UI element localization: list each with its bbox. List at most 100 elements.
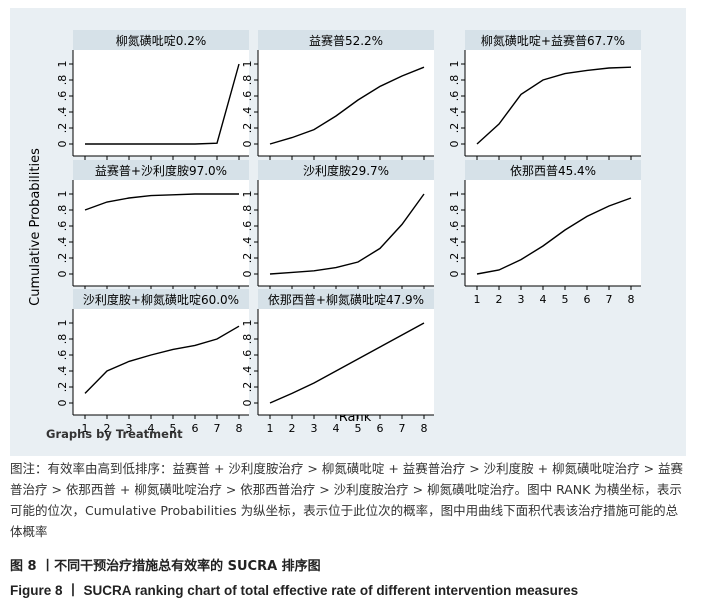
subplot-8: 依那西普+柳氮磺吡啶47.9% 0 .2 .4 .6 .8 1 1 2 3 4 5 6 7 8 [241, 289, 434, 435]
subplot-title: 益赛普52.2% [309, 33, 383, 48]
y-tick-label: .8 [56, 334, 69, 345]
x-tick-label: 5 [562, 293, 569, 306]
figure-title-en: Figure 8 丨 SUCRA ranking chart of total … [10, 583, 579, 598]
subplot-title-bar [73, 160, 249, 180]
y-tick-label: 0 [56, 271, 69, 278]
y-tick-label: .8 [56, 75, 69, 86]
y-tick-label: .2 [448, 123, 461, 134]
y-tick-label: 1 [448, 191, 461, 198]
y-tick-label: .2 [448, 253, 461, 264]
x-tick-label: 6 [192, 422, 199, 435]
subplot-title: 沙利度胺29.7% [303, 163, 389, 178]
y-tick-label: 1 [56, 320, 69, 327]
sucra-chart-grid: Cumulative Probabilities Rank Graphs by … [28, 30, 641, 441]
y-tick-label: 0 [448, 271, 461, 278]
y-tick-label: .4 [56, 237, 69, 248]
x-tick-label: 3 [311, 422, 318, 435]
subplot-title-bar [73, 289, 249, 309]
subplot-7: 沙利度胺+柳氮磺吡啶60.0% 0 .2 .4 .6 .8 1 1 2 3 4 5 6 7 8 [56, 289, 249, 435]
y-tick-label: .4 [448, 107, 461, 118]
y-tick-label: 0 [448, 141, 461, 148]
subplot-title: 依那西普45.4% [510, 163, 596, 178]
x-tick-label: 8 [628, 293, 635, 306]
y-tick-label: .6 [56, 91, 69, 102]
y-tick-label: .2 [241, 382, 254, 393]
y-tick-label: .4 [56, 366, 69, 377]
figure-note: 图注：有效率由高到低排序：益赛普 + 沙利度胺治疗 > 柳氮磺吡啶 + 益赛普治… [10, 461, 684, 539]
subplot-title: 柳氮磺吡啶0.2% [116, 33, 207, 48]
cumulative-probability-line [476, 66, 632, 145]
y-tick-label: 1 [241, 320, 254, 327]
y-tick-label: .8 [241, 75, 254, 86]
x-tick-label: 6 [377, 422, 384, 435]
cumulative-probability-line [269, 193, 425, 275]
x-tick-label: 1 [267, 422, 274, 435]
y-tick-label: .8 [56, 205, 69, 216]
plot-area [73, 50, 249, 156]
y-tick-label: 0 [241, 400, 254, 407]
x-tick-label: 8 [236, 422, 243, 435]
y-tick-label: 0 [56, 400, 69, 407]
subplot-6: 依那西普45.4% 0 .2 .4 .6 .8 1 1 2 3 4 5 6 7 8 [448, 160, 641, 306]
y-tick-label: .6 [241, 350, 254, 361]
y-tick-label: 1 [56, 61, 69, 68]
y-tick-label: .8 [448, 205, 461, 216]
x-tick-label: 7 [606, 293, 613, 306]
y-tick-label: .6 [56, 221, 69, 232]
subplot-title-bar [465, 30, 641, 50]
x-tick-label: 1 [474, 293, 481, 306]
graphs-by-treatment-note: Graphs by Treatment [46, 427, 183, 441]
y-tick-label: .2 [241, 253, 254, 264]
x-tick-label: 4 [148, 422, 155, 435]
y-tick-label: 1 [241, 191, 254, 198]
y-tick-label: 0 [56, 141, 69, 148]
plot-area [73, 309, 249, 415]
y-tick-label: .2 [56, 382, 69, 393]
x-tick-label: 5 [170, 422, 177, 435]
y-tick-label: 1 [448, 61, 461, 68]
y-tick-label: 0 [241, 141, 254, 148]
subplot-title-bar [73, 30, 249, 50]
y-tick-label: .2 [56, 123, 69, 134]
plot-area [465, 50, 641, 156]
x-tick-label: 3 [518, 293, 525, 306]
plot-area [258, 309, 434, 415]
subplot-title: 柳氮磺吡啶+益赛普67.7% [481, 33, 625, 48]
y-tick-label: .2 [241, 123, 254, 134]
x-tick-label: 3 [126, 422, 133, 435]
cumulative-probability-line [85, 63, 240, 145]
cumulative-probability-line [84, 325, 240, 394]
x-tick-label: 4 [540, 293, 547, 306]
plot-area [258, 180, 434, 286]
y-tick-label: 1 [56, 191, 69, 198]
subplot-title: 依那西普+柳氮磺吡啶47.9% [268, 292, 424, 307]
y-tick-label: .4 [241, 237, 254, 248]
y-tick-label: .6 [241, 221, 254, 232]
y-tick-label: .6 [448, 221, 461, 232]
y-tick-label: .6 [241, 91, 254, 102]
figure-panel: Cumulative Probabilities Rank Graphs by … [10, 8, 686, 456]
x-tick-label: 2 [496, 293, 503, 306]
x-tick-label: 5 [355, 422, 362, 435]
subplot-title: 益赛普+沙利度胺97.0% [95, 163, 227, 178]
cumulative-probability-line [476, 197, 632, 275]
subplot-title-bar [258, 30, 434, 50]
y-axis-label: Cumulative Probabilities [28, 148, 43, 306]
plot-area [465, 180, 641, 286]
y-tick-label: .8 [448, 75, 461, 86]
x-tick-label: 7 [399, 422, 406, 435]
y-tick-label: .6 [448, 91, 461, 102]
plot-area [73, 180, 249, 286]
x-tick-label: 8 [421, 422, 428, 435]
y-tick-label: .4 [241, 366, 254, 377]
y-tick-label: 1 [241, 61, 254, 68]
y-tick-label: .4 [448, 237, 461, 248]
x-tick-label: 1 [82, 422, 89, 435]
y-tick-label: .4 [56, 107, 69, 118]
x-tick-label: 4 [333, 422, 340, 435]
